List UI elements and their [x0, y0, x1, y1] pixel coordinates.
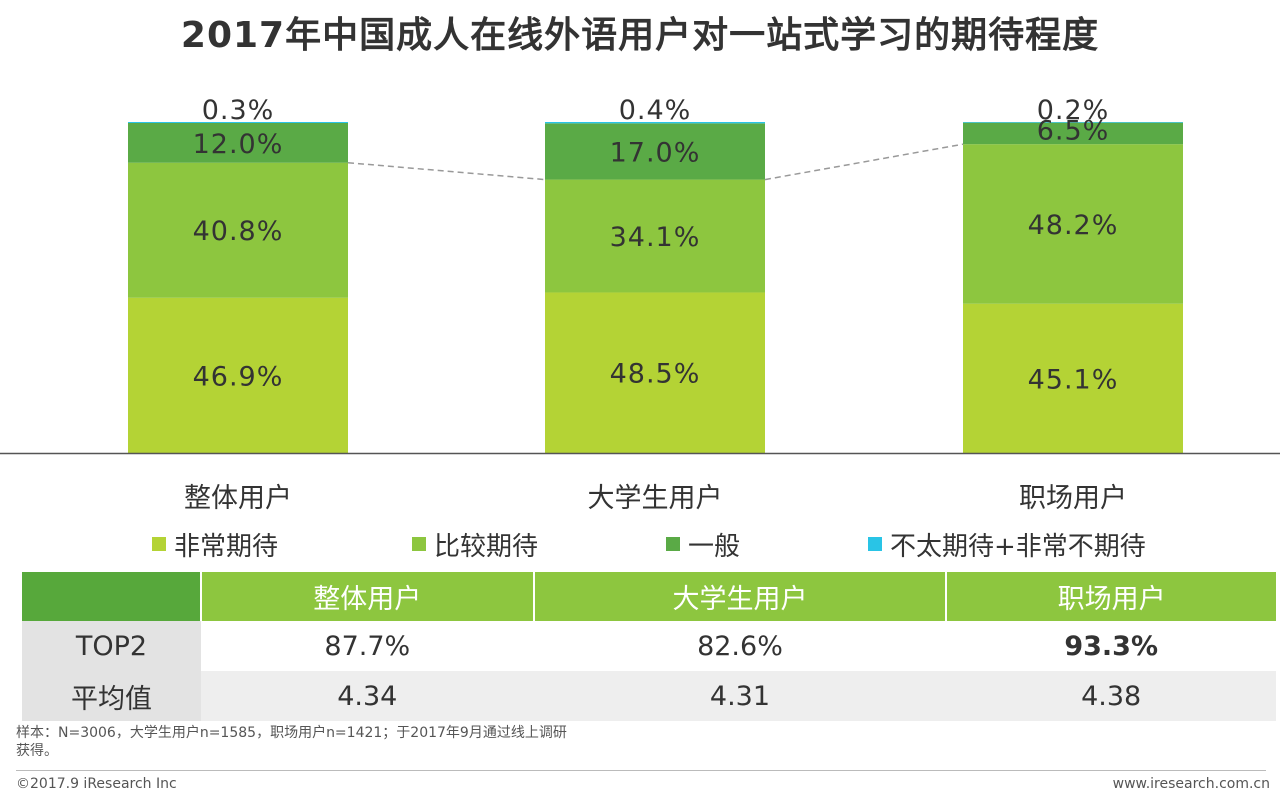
legend-label: 比较期待 [434, 531, 539, 562]
table-row: TOP2 87.7% 82.6% 93.3% [22, 621, 1276, 671]
stacked-bar-chart: 46.9% 40.8% 12.0%0.3% 整体用户 48.5% 34.1% 17.0% 0.… [0, 95, 1280, 514]
summary-table: 整体用户 大学生用户 职场用户 TOP2 87.7% 82.6% 93.3% 平… [22, 572, 1276, 721]
bar-segment [128, 162, 348, 298]
legend-label: 不太期待+非常不期待 [890, 531, 1146, 562]
data-label: 48.5% [610, 359, 701, 390]
note-line: 样本：N=3006，大学生用户n=1585，职场用户n=1421；于2017年9… [16, 725, 567, 741]
table-header-row: 整体用户 大学生用户 职场用户 [22, 572, 1276, 621]
legend-item-fairly-expect: 比较期待 [412, 526, 538, 562]
legend-label: 一般 [688, 531, 741, 562]
data-label: 48.2% [1028, 210, 1119, 241]
legend-item-not-expect: 不太期待+非常不期待 [868, 526, 1146, 562]
chart-title: 2017年中国成人在线外语用户对一站式学习的期待程度 [180, 15, 1100, 56]
legend-item-very-expect: 非常期待 [152, 526, 278, 562]
table-cell: 87.7% [201, 621, 534, 671]
legend-swatch [412, 537, 426, 551]
bar-segment [963, 303, 1183, 453]
bar-segment [963, 122, 1183, 123]
connector-line [347, 161, 546, 181]
note-line: 获得。 [16, 743, 58, 759]
bar-segment [963, 122, 1183, 145]
table-header: 整体用户 [200, 572, 534, 621]
bar-segment [128, 122, 348, 163]
table-header: 大学生用户 [532, 572, 947, 621]
website-url: www.iresearch.com.cn [1112, 776, 1270, 792]
data-label: 0.3% [202, 95, 275, 126]
copyright: ©2017.9 iResearch Inc [16, 776, 177, 792]
row-label: TOP2 [22, 621, 201, 671]
row-label: 平均值 [22, 671, 201, 721]
data-label: 0.2% [1037, 95, 1110, 126]
legend-item-neutral: 一般 [666, 526, 740, 562]
category-label: 整体用户 [184, 483, 292, 514]
table-corner [22, 572, 201, 621]
legend-swatch [666, 537, 680, 551]
sample-note: 样本：N=3006，大学生用户n=1585，职场用户n=1421；于2017年9… [16, 724, 656, 760]
category-label: 职场用户 [1019, 483, 1127, 514]
data-label: 6.5% [1037, 115, 1110, 146]
bar-segment [545, 292, 765, 453]
data-label: 0.4% [619, 95, 692, 126]
table-cell: 4.31 [533, 671, 947, 721]
legend-label: 非常期待 [174, 531, 279, 562]
table-cell: 4.38 [946, 671, 1276, 721]
table-cell: 93.3% [946, 621, 1276, 671]
bar-segment [545, 123, 765, 180]
footer-divider [16, 770, 1266, 771]
data-label: 46.9% [193, 361, 284, 392]
data-label: 34.1% [610, 222, 701, 253]
table-cell: 82.6% [533, 621, 947, 671]
category-label: 大学生用户 [588, 483, 723, 514]
table-cell: 4.34 [201, 671, 534, 721]
data-label: 40.8% [193, 216, 284, 247]
bar-segment [545, 122, 765, 124]
data-label: 45.1% [1028, 364, 1119, 395]
bar-segment [545, 179, 765, 293]
bar-segment [128, 297, 348, 453]
bar-segment [963, 144, 1183, 304]
data-label: 12.0% [193, 129, 284, 160]
bar-segment [128, 122, 348, 123]
data-label: 17.0% [610, 137, 701, 168]
table-header: 职场用户 [945, 572, 1276, 621]
legend-swatch [152, 537, 166, 551]
connector-line [764, 143, 964, 181]
table-row: 平均值 4.34 4.31 4.38 [22, 671, 1276, 721]
legend-swatch [868, 537, 882, 551]
